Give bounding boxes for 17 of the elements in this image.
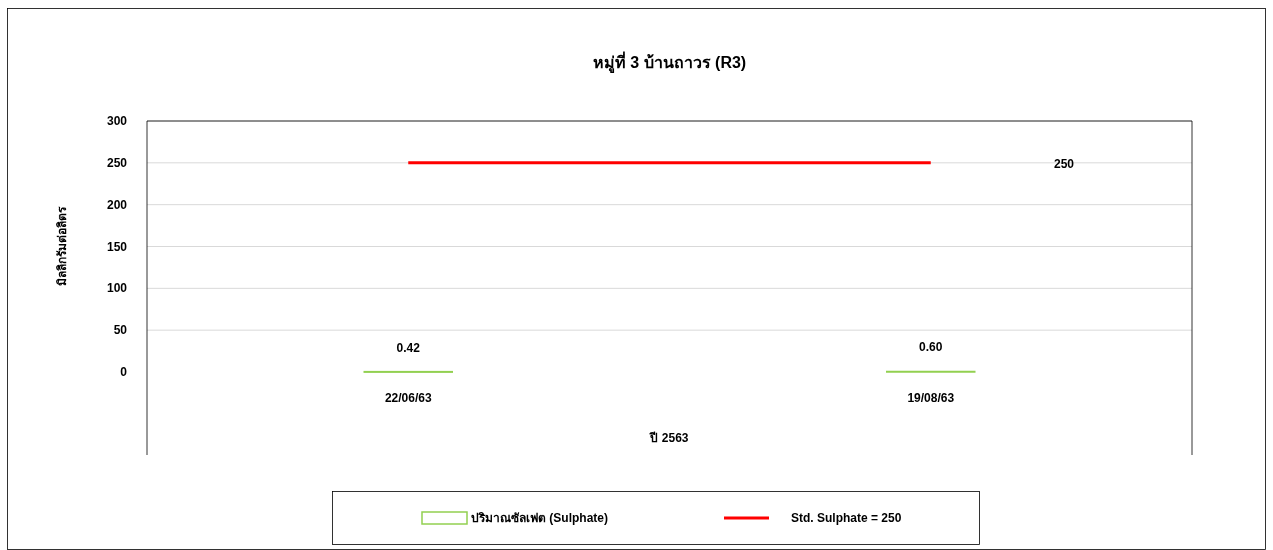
y-tick-label: 200	[106, 197, 128, 212]
y-tick-label: 300	[106, 114, 128, 128]
data-label: 0.60	[919, 340, 943, 355]
y-tick-label: 50	[113, 323, 128, 338]
x-tick-label: 19/08/63	[907, 391, 955, 405]
x-axis-title: ปี 2563	[649, 431, 689, 445]
y-tick-label: 150	[106, 239, 128, 254]
legend-label: Std. Sulphate = 250	[791, 511, 902, 525]
y-tick-label: 250	[106, 155, 128, 170]
data-label: 0.42	[396, 340, 421, 355]
chart-title: หมู่ที่ 3 บ้านถาวร (R3)	[592, 51, 747, 74]
y-tick-label: 100	[106, 281, 128, 296]
legend-label: ปริมาณซัลเฟต (Sulphate)	[471, 511, 608, 525]
y-axis-title: มิลลิกรัมต่อลิตร	[55, 206, 69, 286]
y-tick-label: 0	[120, 365, 128, 379]
x-tick-label: 22/06/63	[384, 391, 432, 405]
annotation: 250	[1054, 156, 1075, 171]
